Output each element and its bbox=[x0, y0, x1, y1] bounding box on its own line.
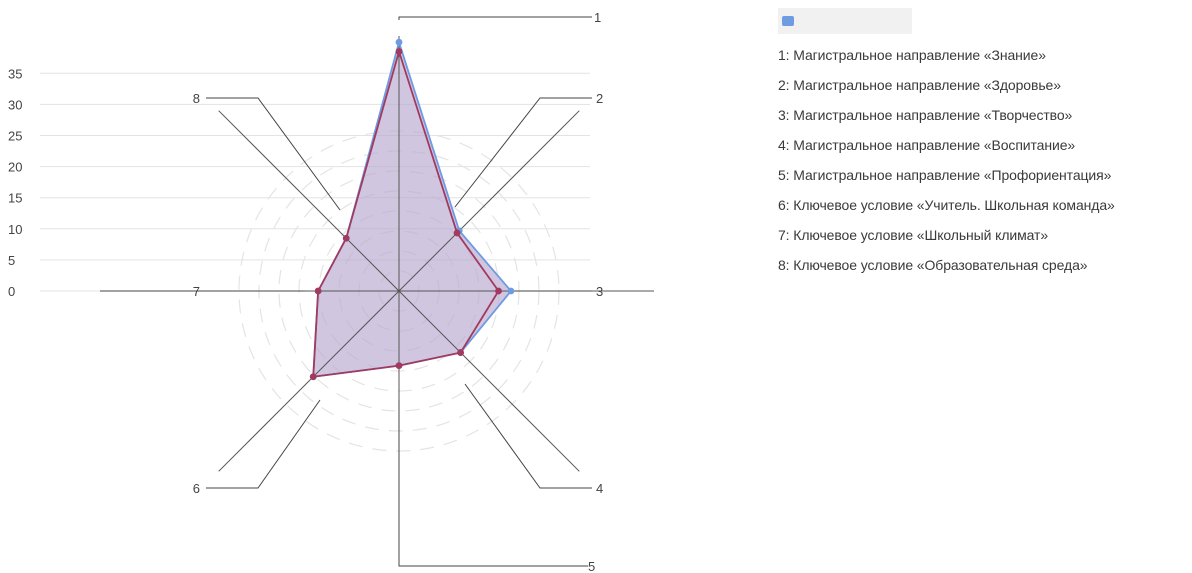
y-tick-label: 10 bbox=[8, 222, 22, 237]
legend-series-swatch bbox=[782, 16, 794, 26]
y-tick-label: 30 bbox=[8, 97, 22, 112]
axis-leader-8 bbox=[206, 97, 341, 211]
legend-item-5: 5: Магистральное направление «Профориент… bbox=[778, 167, 1112, 183]
radar-spoke-4 bbox=[398, 290, 580, 472]
series-1-point-3 bbox=[507, 287, 515, 295]
y-tick-label: 15 bbox=[8, 191, 22, 206]
axis-label-6: 6 bbox=[193, 481, 200, 496]
legend: 1: Магистральное направление «Знание» 2:… bbox=[778, 8, 1188, 280]
axis-leader-4 bbox=[464, 383, 592, 489]
y-tick-label: 25 bbox=[8, 129, 22, 144]
axis-label-7: 7 bbox=[193, 284, 200, 299]
legend-series-entry[interactable] bbox=[778, 8, 912, 34]
axis-label-1: 1 bbox=[594, 10, 601, 25]
axis-label-8: 8 bbox=[193, 91, 200, 106]
axis-leader-5 bbox=[398, 400, 588, 567]
axis-leader-6 bbox=[206, 399, 321, 489]
series-1-point-1 bbox=[395, 38, 403, 46]
radar-area bbox=[313, 42, 511, 377]
series-2-point-5 bbox=[395, 362, 403, 370]
y-tick-label: 35 bbox=[8, 66, 22, 81]
y-tick-label: 0 bbox=[8, 284, 15, 299]
series-2-point-2 bbox=[453, 229, 461, 237]
series-2-point-3 bbox=[495, 287, 502, 295]
legend-item-2: 2: Магистральное направление «Здоровье» bbox=[778, 77, 1061, 93]
legend-category-list: 1: Магистральное направление «Знание» 2:… bbox=[778, 40, 1188, 280]
radar-spoke-2 bbox=[398, 110, 580, 292]
series-2-point-6 bbox=[309, 373, 317, 381]
axis-label-2: 2 bbox=[596, 91, 603, 106]
axis-leader-2 bbox=[454, 97, 592, 208]
legend-item-6: 6: Ключевое условие «Учитель. Школьная к… bbox=[778, 197, 1115, 213]
legend-item-1: 1: Магистральное направление «Знание» bbox=[778, 47, 1046, 63]
legend-item-8: 8: Ключевое условие «Образовательная сре… bbox=[778, 257, 1088, 273]
series-2-point-4 bbox=[457, 349, 464, 356]
axis-label-4: 4 bbox=[596, 481, 603, 496]
y-tick-label: 5 bbox=[8, 253, 15, 268]
radar-spoke-6 bbox=[218, 290, 400, 472]
legend-item-7: 7: Ключевое условие «Школьный климат» bbox=[778, 227, 1049, 243]
radar-chart: 0 5 10 15 20 25 30 35 1 2 3 4 5 6 7 8 bbox=[8, 10, 654, 573]
axis-leader-1 bbox=[398, 16, 592, 20]
axis-label-5: 5 bbox=[588, 559, 595, 573]
y-tick-label: 20 bbox=[8, 160, 22, 175]
radar-spoke-8 bbox=[218, 110, 400, 292]
series-2-point-7 bbox=[314, 287, 322, 295]
legend-item-4: 4: Магистральное направление «Воспитание… bbox=[778, 137, 1076, 153]
series-2-point-1 bbox=[395, 48, 403, 55]
legend-item-3: 3: Магистральное направление «Творчество… bbox=[778, 107, 1073, 123]
series-2-point-8 bbox=[342, 234, 350, 242]
axis-label-3: 3 bbox=[596, 284, 603, 299]
